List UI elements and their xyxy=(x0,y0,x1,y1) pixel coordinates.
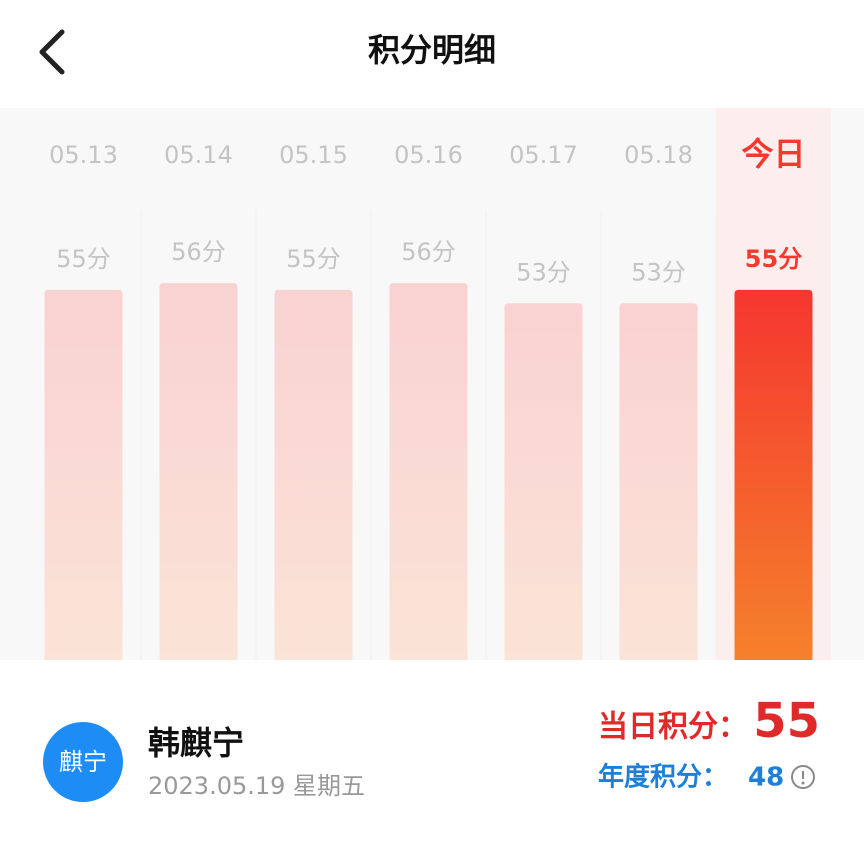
date-label: 05.13 xyxy=(49,141,118,169)
date: 2023.05.19 星期五 xyxy=(148,772,365,800)
bar xyxy=(44,289,123,660)
bar xyxy=(734,289,813,660)
date-label: 05.17 xyxy=(509,141,578,169)
annual-label: 年度积分： xyxy=(598,762,728,793)
value-label: 55分 xyxy=(56,245,111,273)
value-label: 53分 xyxy=(516,258,571,286)
date-label: 05.14 xyxy=(164,141,233,169)
date-label: 05.18 xyxy=(624,141,693,169)
avatar-text: 麒宁 xyxy=(59,748,107,776)
date-label: 05.15 xyxy=(279,141,348,169)
chart: 05.13 55分 05.14 56分 05.15 55分 05.16 56分 05.17 53分… xyxy=(44,108,831,660)
summary-panel xyxy=(0,660,864,840)
page-title: 积分明细 xyxy=(368,31,496,69)
value-label: 53分 xyxy=(631,258,686,286)
back-button[interactable] xyxy=(39,29,65,75)
avatar xyxy=(43,722,123,802)
bar xyxy=(619,303,698,660)
date-label: 今日 xyxy=(741,135,805,173)
daily-label: 当日积分： xyxy=(598,710,748,745)
bar xyxy=(159,283,238,660)
date-label: 05.16 xyxy=(394,141,463,169)
info-icon[interactable] xyxy=(791,765,815,789)
value-label: 56分 xyxy=(401,238,456,266)
bar xyxy=(389,283,468,660)
annual-value: 48 xyxy=(748,763,784,793)
value-label: 55分 xyxy=(745,245,802,273)
top-bar xyxy=(0,0,864,108)
bar xyxy=(504,303,583,660)
bar xyxy=(274,289,353,660)
value-label: 56分 xyxy=(171,238,226,266)
value-label: 55分 xyxy=(286,245,341,273)
daily-value: 55 xyxy=(753,693,820,749)
user-name: 韩麒宁 xyxy=(148,724,244,762)
